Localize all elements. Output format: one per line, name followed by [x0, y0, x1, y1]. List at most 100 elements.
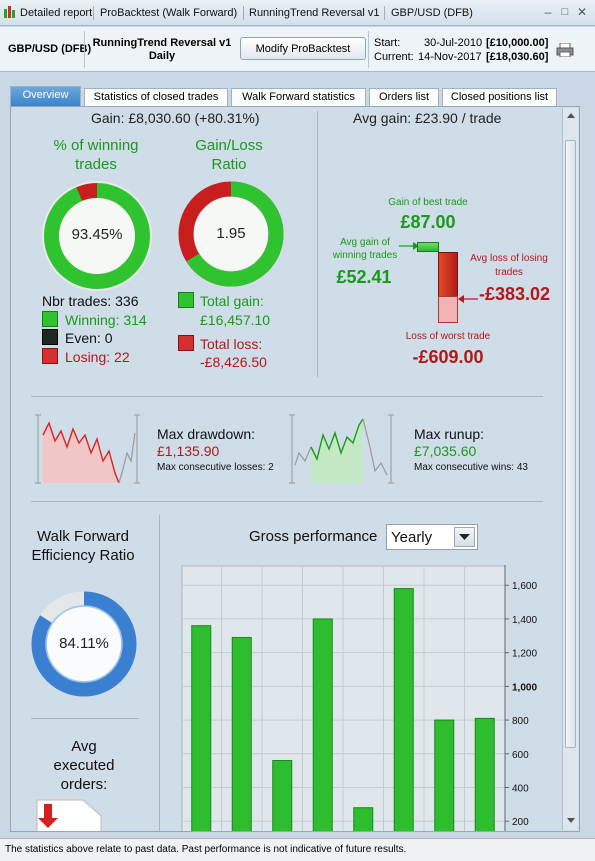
- title-bar: Detailed report ProBacktest (Walk Forwar…: [0, 0, 595, 26]
- avg-executed-orders-title: Avg executed orders:: [53, 738, 115, 793]
- winning-donut: 93.45%: [41, 180, 153, 292]
- title-separators: [243, 6, 244, 20]
- close-icon[interactable]: ✕: [576, 5, 588, 19]
- total-gain-label: Total gain:: [200, 293, 264, 309]
- max-runup-label: Max runup:: [414, 426, 485, 442]
- drawdown-sparkline: [35, 413, 141, 485]
- start-label: Start:: [374, 37, 401, 49]
- section-divider: [31, 396, 543, 397]
- period-select-value: Yearly: [391, 529, 433, 546]
- chart-bar: [191, 625, 212, 831]
- avg-gain-headline: Avg gain: £23.90 / trade: [353, 110, 502, 126]
- report-header: GBP/USD (DFB) RunningTrend Reversal v1 D…: [0, 27, 595, 72]
- losing-swatch: [42, 348, 58, 364]
- best-trade-label: Gain of best trade: [388, 197, 468, 208]
- title-separators: [384, 6, 385, 20]
- tab-statistics-closed-trades[interactable]: Statistics of closed trades: [84, 88, 228, 106]
- modify-probacktest-button[interactable]: Modify ProBacktest: [240, 37, 366, 60]
- avg-gain-winning-value: £52.41: [336, 267, 392, 287]
- status-bar: The statistics above relate to past data…: [0, 838, 595, 861]
- title-strategy: RunningTrend Reversal v1: [249, 7, 380, 19]
- gross-performance-title: Gross performance: [249, 528, 378, 545]
- chart-tick-label: 1,000: [512, 682, 537, 693]
- chart-bar: [393, 588, 414, 831]
- strategy-timeframe: Daily: [148, 50, 176, 62]
- winning-count: Winning: 314: [65, 312, 147, 328]
- printer-icon[interactable]: [556, 42, 574, 58]
- start-date: 30-Jul-2010: [424, 37, 483, 49]
- max-drawdown-value: £1,135.90: [157, 443, 220, 459]
- winning-donut-svg: [42, 181, 152, 291]
- chart-tick-label: 200: [512, 817, 529, 828]
- executed-orders-icon: [35, 798, 105, 831]
- best-gain-bar: [417, 242, 439, 252]
- total-loss-value: -£8,426.50: [200, 354, 267, 370]
- chart-tick-label: 800: [512, 716, 529, 727]
- winning-pct-value: 93.45%: [71, 226, 123, 243]
- total-gain-value: £16,457.10: [200, 312, 271, 328]
- scroll-up-icon[interactable]: [564, 109, 578, 123]
- avg-loss-bar: [438, 252, 458, 297]
- section-divider: [31, 718, 139, 719]
- chart-bar: [434, 719, 455, 831]
- scroll-down-icon[interactable]: [564, 813, 578, 827]
- title-probacktest: ProBacktest (Walk Forward): [100, 7, 238, 19]
- nbr-trades: Nbr trades: 336: [42, 293, 139, 309]
- gainloss-value: 1.95: [216, 225, 246, 242]
- scroll-thumb[interactable]: [565, 140, 576, 748]
- title-pair: GBP/USD (DFB): [391, 7, 473, 19]
- tab-overview[interactable]: Overview: [10, 86, 81, 107]
- gain-headline: Gain: £8,030.60 (+80.31%): [91, 110, 260, 126]
- current-label: Current:: [374, 51, 414, 63]
- max-consecutive-wins: Max consecutive wins: 43: [414, 462, 528, 473]
- title-detailed-report: Detailed report: [20, 7, 93, 19]
- period-select[interactable]: Yearly: [386, 524, 478, 550]
- runup-sparkline: [289, 413, 395, 485]
- tab-closed-positions-list[interactable]: Closed positions list: [442, 88, 557, 106]
- tab-walk-forward-statistics[interactable]: Walk Forward statistics: [231, 88, 366, 106]
- chart-tick-label: 1,600: [512, 581, 537, 592]
- chart-tick-label: 400: [512, 783, 529, 794]
- max-drawdown-label: Max drawdown:: [157, 426, 256, 442]
- chart-tick-label: 1,400: [512, 615, 537, 626]
- chart-tick-label: 600: [512, 750, 529, 761]
- winning-trades-title: % of winning trades: [53, 137, 139, 173]
- losing-count: Losing: 22: [65, 349, 130, 365]
- total-gain-swatch: [178, 292, 194, 308]
- gainloss-donut-svg: [178, 181, 284, 287]
- max-consecutive-losses: Max consecutive losses: 2: [157, 462, 274, 473]
- strategy-name: RunningTrend Reversal v1: [92, 37, 232, 49]
- tab-orders-list[interactable]: Orders list: [369, 88, 439, 106]
- chart-bar: [312, 618, 333, 831]
- chart-bar: [353, 807, 374, 831]
- gross-chart-svg: 200 400 600 800 1,000 1,200 1,400 1,600: [181, 565, 537, 831]
- walk-forward-title: Walk Forward Efficiency Ratio: [31, 528, 135, 564]
- header-divider: [84, 31, 85, 68]
- best-trade-value: £87.00: [400, 212, 456, 232]
- vertical-scrollbar[interactable]: [562, 108, 578, 830]
- walk-forward-donut: 84.11%: [31, 591, 137, 697]
- winning-swatch: [42, 311, 58, 327]
- minimize-icon[interactable]: –: [544, 5, 552, 19]
- chevron-down-icon[interactable]: [454, 527, 475, 547]
- chart-bar: [231, 636, 252, 831]
- maximize-icon[interactable]: □: [561, 6, 569, 18]
- avg-gain-winning-label: Avg gain of winning trades: [332, 237, 398, 261]
- section-divider: [159, 515, 160, 831]
- max-runup-value: £7,035.60: [414, 443, 477, 459]
- avg-gain-arrow-icon: [399, 238, 419, 250]
- gainloss-donut: 1.95: [177, 180, 285, 288]
- walk-forward-donut-svg: [31, 591, 137, 697]
- total-loss-label: Total loss:: [200, 336, 263, 352]
- chart-bar: [474, 717, 495, 831]
- gainloss-title: Gain/Loss Ratio: [195, 137, 263, 173]
- overview-panel: Gain: £8,030.60 (+80.31%) Avg gain: £23.…: [10, 106, 580, 832]
- header-divider: [368, 31, 369, 68]
- current-date: 14-Nov-2017: [418, 51, 482, 63]
- total-loss-swatch: [178, 335, 194, 351]
- chart-tick-label: 1,200: [512, 649, 537, 660]
- chart-app-icon: [3, 5, 17, 20]
- current-value: [£18,030.60]: [486, 51, 549, 63]
- chart-bar: [272, 760, 293, 831]
- worst-trade-label: Loss of worst trade: [405, 331, 491, 342]
